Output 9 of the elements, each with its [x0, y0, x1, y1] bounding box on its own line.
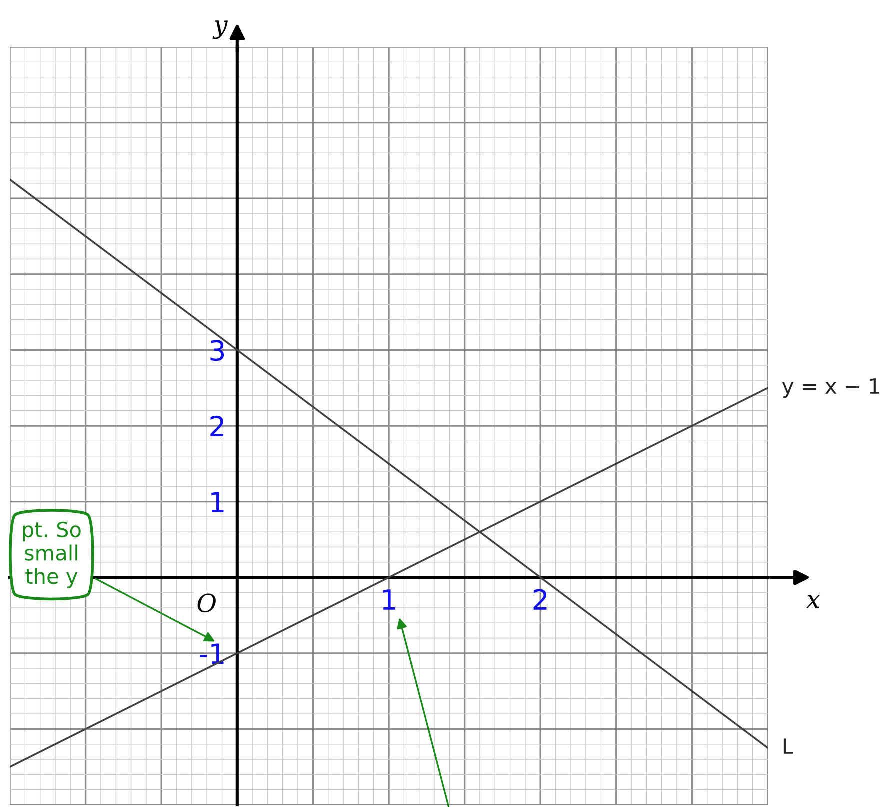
series-label: y = x − 1: [782, 378, 880, 398]
annotation: pt. So small the y: [23, 522, 81, 588]
x-axis-title: x: [806, 595, 820, 608]
annotation: O: [198, 594, 216, 613]
y-tick-label: 3: [210, 340, 224, 362]
y-axis-title: y: [212, 20, 228, 40]
y-tick-label: 1: [212, 492, 224, 512]
y-tick-label: 2: [210, 416, 224, 437]
series-label: L: [784, 738, 794, 754]
